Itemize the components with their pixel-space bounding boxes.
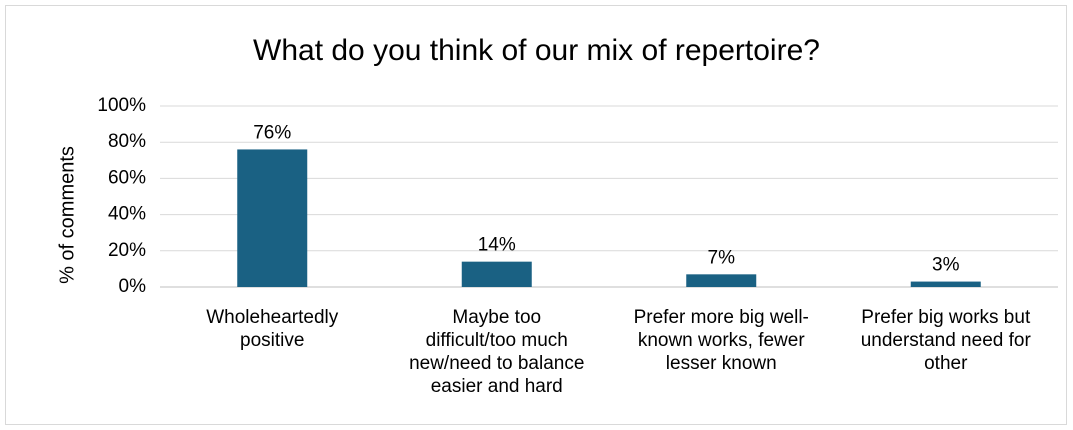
- y-tick-label: 20%: [108, 240, 146, 261]
- x-category-label-line: Prefer big works but: [861, 307, 1031, 328]
- data-label: 14%: [478, 235, 516, 256]
- x-category-label-line: known works, fewer: [637, 330, 805, 351]
- x-category-label-line: understand need for: [860, 330, 1031, 351]
- x-category-label-line: Maybe too: [452, 307, 542, 328]
- bar: [237, 149, 308, 287]
- x-category-label: Prefer big works but understand need for o…: [846, 306, 1046, 375]
- x-category-label-line: other: [924, 353, 968, 374]
- data-label: 7%: [708, 247, 736, 268]
- y-tick-label: 0%: [119, 276, 147, 297]
- data-label: 3%: [932, 255, 960, 276]
- chart-title: What do you think of our mix of repertoi…: [253, 34, 820, 67]
- x-category-label-line: difficult/too much: [425, 330, 568, 351]
- y-tick-label: 60%: [108, 167, 146, 188]
- bar: [686, 274, 757, 287]
- x-category-label: Wholeheartedly positive: [172, 306, 372, 352]
- x-category-label-line: Prefer more big well-: [633, 307, 809, 328]
- y-axis-label: % of comments: [56, 146, 78, 284]
- y-tick-label: 80%: [108, 131, 146, 152]
- bar: [461, 261, 532, 287]
- x-category-label-line: positive: [240, 330, 305, 351]
- data-label: 76%: [253, 122, 291, 143]
- x-category-label-line: Wholeheartedly: [206, 307, 339, 328]
- x-category-label: Prefer more big well-known works, fewer l…: [621, 306, 821, 375]
- x-category-label-line: lesser known: [665, 353, 777, 374]
- x-category-label-line: new/need to balance: [409, 353, 585, 374]
- x-category-label-line: easier and hard: [430, 376, 563, 397]
- y-tick-label: 40%: [108, 204, 146, 225]
- y-tick-label: 100%: [97, 95, 146, 116]
- bar: [910, 281, 981, 287]
- x-category-label: Maybe too difficult/too much new/need to b…: [397, 306, 597, 398]
